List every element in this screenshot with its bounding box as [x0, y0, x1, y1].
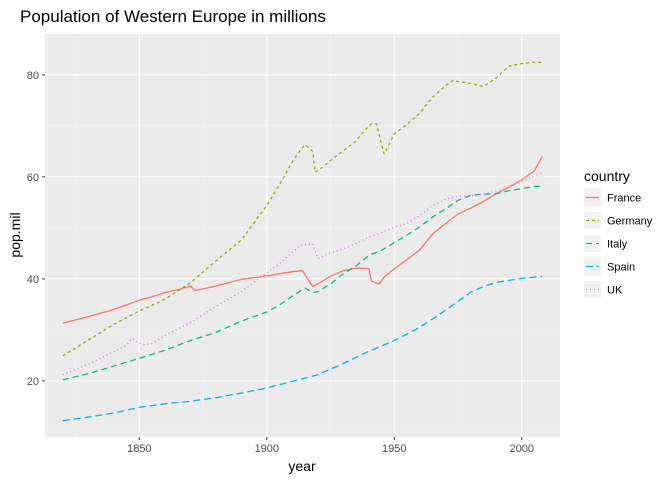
- x-axis-title: year: [288, 458, 316, 474]
- series-line-france: [62, 156, 543, 324]
- legend-label-germany: Germany: [607, 216, 653, 228]
- x-axis: 1850 1900 1950 2000: [127, 437, 534, 455]
- x-tick-label: 1900: [255, 443, 279, 455]
- legend-label-uk: UK: [607, 285, 623, 297]
- y-axis: 20 40 60 80: [27, 70, 45, 388]
- series-layer: [62, 61, 543, 422]
- legend-title: country: [584, 168, 630, 184]
- x-tick-label: 1950: [382, 443, 406, 455]
- series-line-germany: [62, 61, 543, 357]
- series-line-italy: [62, 185, 543, 381]
- legend-label-italy: Italy: [607, 239, 628, 251]
- legend-key-italy: [584, 235, 601, 252]
- y-axis-title: pop.mil: [7, 212, 23, 257]
- chart-title: Population of Western Europe in millions: [20, 7, 326, 26]
- legend-label-france: France: [607, 193, 641, 205]
- y-tick-label: 40: [27, 274, 39, 286]
- plot-panel: [45, 34, 560, 437]
- x-tick-label: 1850: [127, 443, 151, 455]
- series-line-uk: [62, 171, 543, 376]
- x-tick-label: 2000: [510, 443, 534, 455]
- grid-lines: [45, 34, 560, 437]
- y-tick-label: 80: [27, 70, 39, 82]
- series-line-spain: [62, 275, 543, 422]
- legend-label-spain: Spain: [607, 262, 635, 274]
- legend: country France Germany Italy Spain UK: [584, 168, 653, 298]
- legend-key-uk: [584, 281, 601, 298]
- y-tick-label: 20: [27, 376, 39, 388]
- y-tick-label: 60: [27, 172, 39, 184]
